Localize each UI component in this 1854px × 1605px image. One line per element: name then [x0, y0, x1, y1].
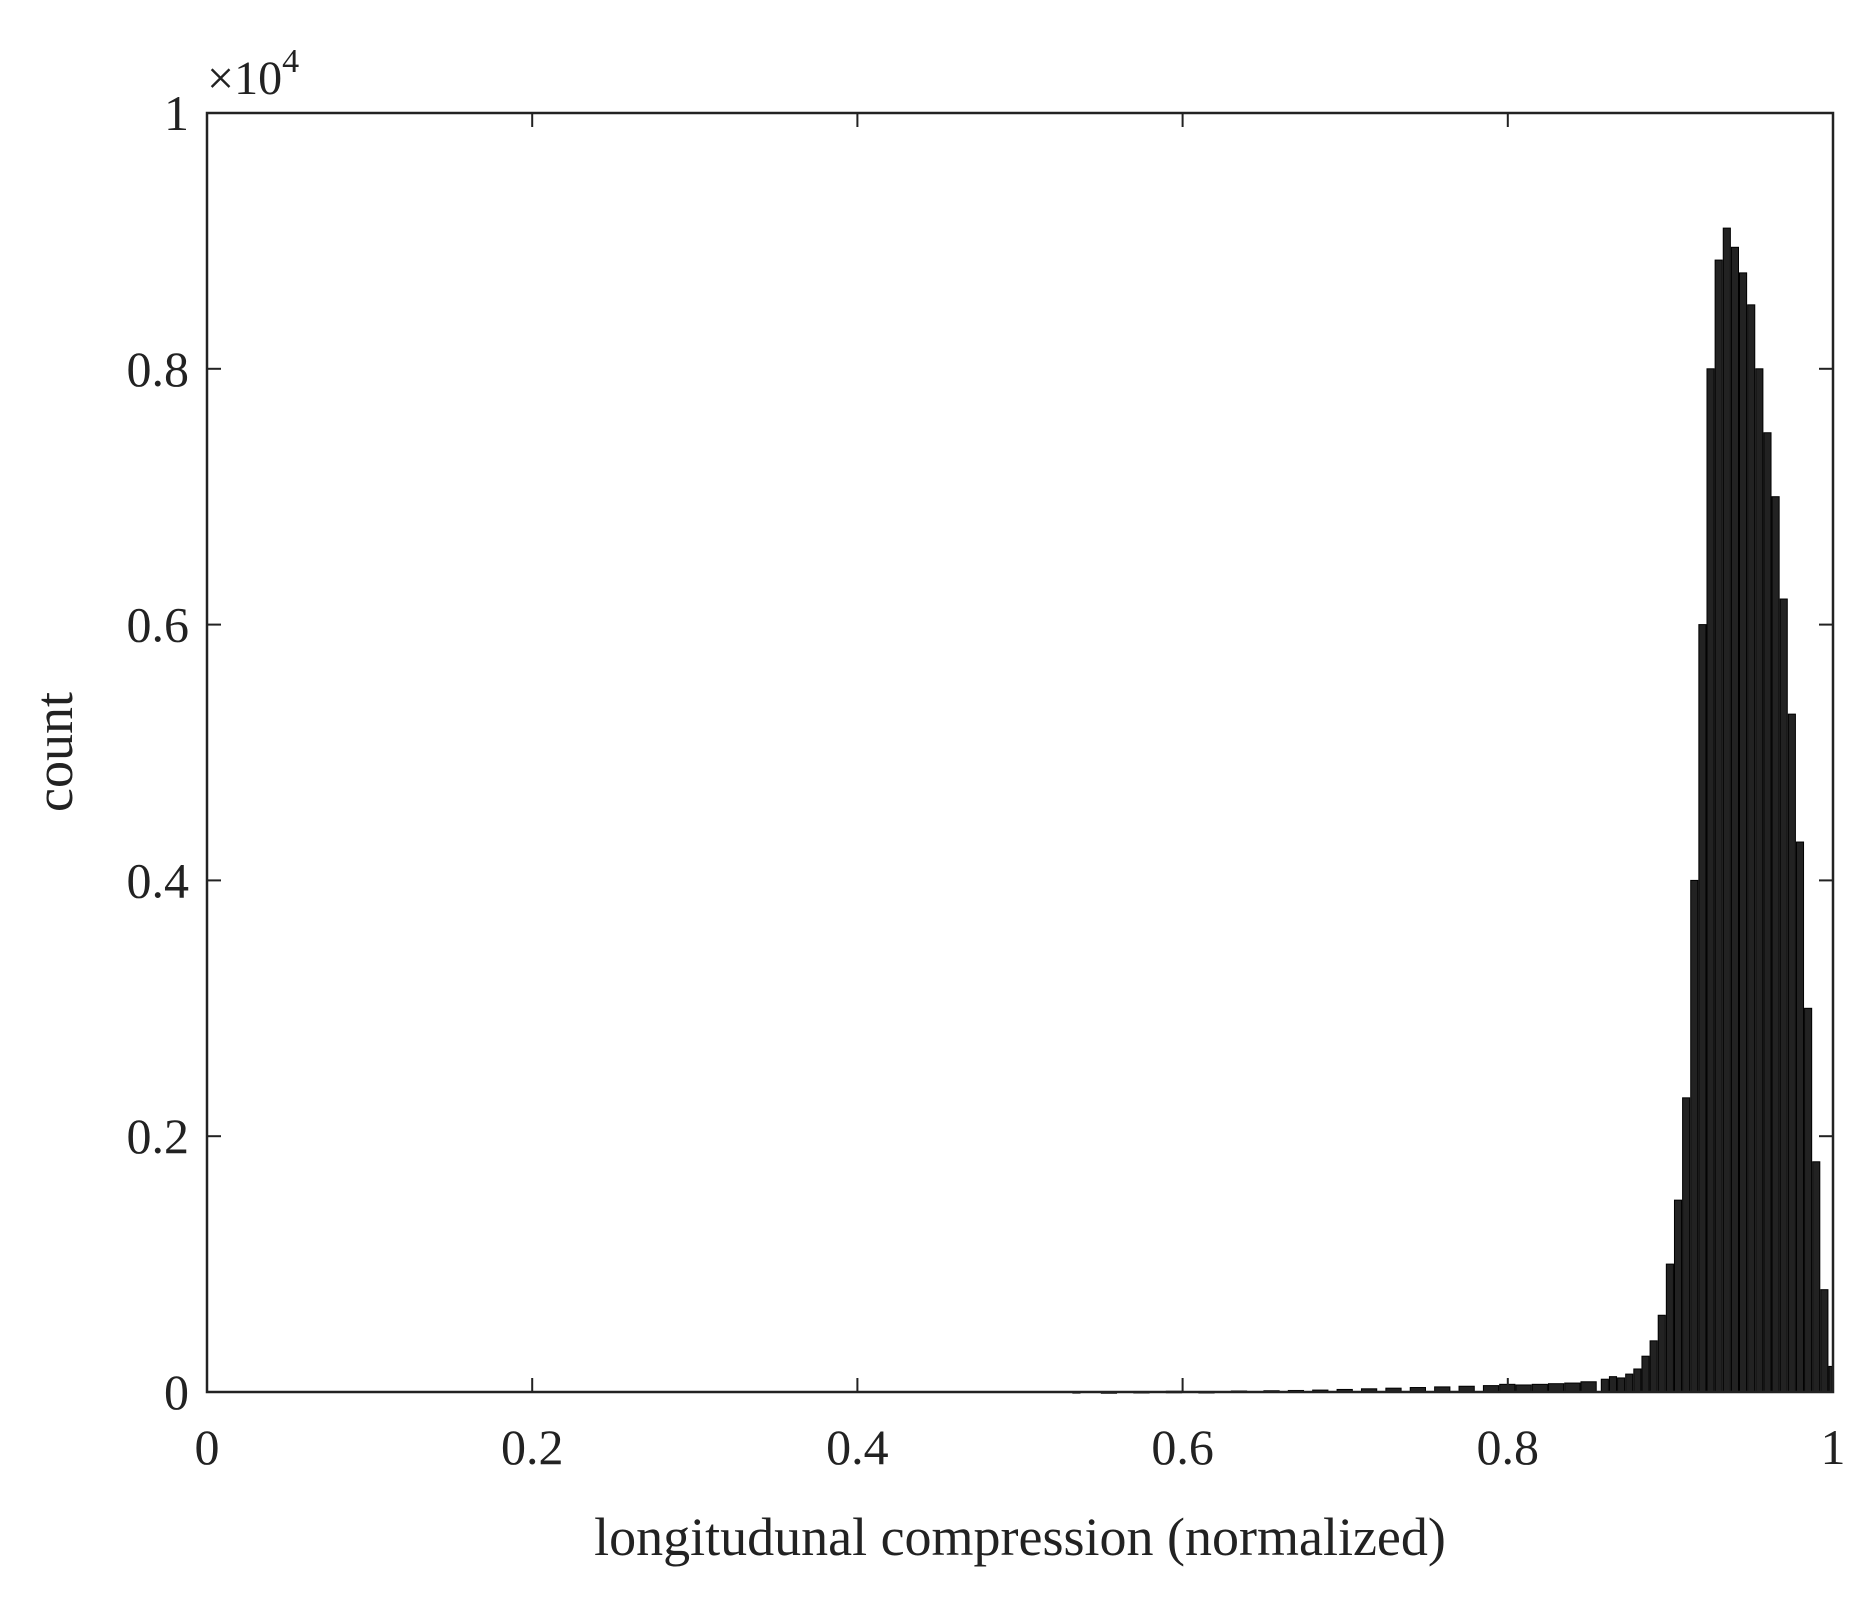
histogram-bar [1682, 1097, 1691, 1393]
histogram-bar [1657, 1314, 1666, 1393]
histogram-bar [1617, 1377, 1626, 1393]
x-tick-label: 0.6 [1151, 1419, 1214, 1475]
x-tick-label: 1 [1821, 1419, 1846, 1475]
plot-area-frame [205, 111, 1835, 1394]
histogram-bar [1804, 1007, 1813, 1393]
histogram-bar [1787, 713, 1796, 1393]
axis-ticks [206, 112, 1834, 1393]
x-axis-label: longitudunal compression (normalized) [594, 1507, 1446, 1567]
histogram-bar [1625, 1373, 1634, 1393]
x-tick-label: 0.4 [826, 1419, 889, 1475]
histogram-bar [1600, 1378, 1609, 1393]
y-tick-label: 0.2 [127, 1108, 190, 1164]
y-tick-label: 0 [164, 1364, 189, 1420]
histogram-bar [1779, 598, 1788, 1393]
histogram-bar [1771, 496, 1780, 1393]
histogram-bar [1820, 1289, 1829, 1393]
histogram-bar [1812, 1161, 1821, 1393]
x-tick-label: 0 [195, 1419, 220, 1475]
histogram-bar [1641, 1355, 1650, 1393]
y-tick-label: 0.6 [127, 597, 190, 653]
histogram-bar [1665, 1263, 1674, 1393]
histogram-bar [1795, 841, 1805, 1393]
histogram-bar [1698, 624, 1707, 1393]
histogram-bar [1690, 879, 1699, 1393]
y-tick-label: 1 [164, 85, 189, 141]
histogram-bar [1649, 1340, 1658, 1393]
x-tick-label: 0.2 [501, 1419, 564, 1475]
histogram-bar [1828, 1365, 1833, 1393]
histogram-bar [1739, 272, 1748, 1393]
histogram-bars [1072, 227, 1833, 1394]
y-tick-labels: 0 0.2 0.4 0.6 0.8 1 [127, 85, 190, 1420]
histogram-bar [1564, 1382, 1581, 1393]
y-tick-label: 0.4 [127, 852, 190, 908]
histogram-bar [1747, 304, 1756, 1393]
histogram-bar [1706, 368, 1715, 1393]
y-axis-multiplier: ×104 [207, 43, 299, 105]
histogram-bar [1580, 1381, 1597, 1393]
histogram-bar [1755, 368, 1764, 1393]
histogram-bar [1608, 1376, 1618, 1393]
x-tick-labels: 0 0.2 0.4 0.6 0.8 1 [195, 1419, 1846, 1475]
y-axis-label: count [24, 692, 84, 812]
histogram-bar [1722, 227, 1731, 1393]
y-tick-label: 0.8 [127, 341, 190, 397]
x-tick-label: 0.8 [1477, 1419, 1540, 1475]
histogram-bar [1633, 1368, 1642, 1393]
histogram-bar [1763, 432, 1772, 1393]
histogram-bar [1673, 1199, 1683, 1393]
histogram-bar [1730, 246, 1740, 1393]
histogram-bar [1714, 259, 1723, 1393]
